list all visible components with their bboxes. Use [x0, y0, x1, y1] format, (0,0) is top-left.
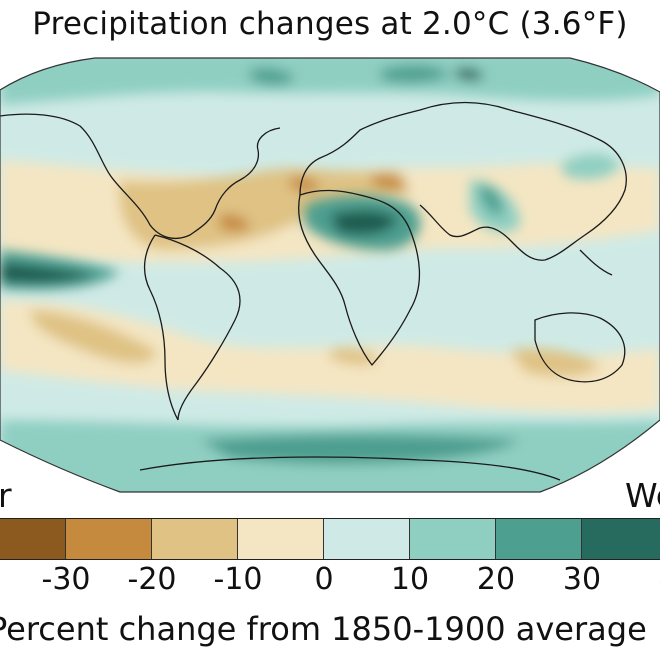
legend-bin-4: [324, 519, 410, 559]
side-label-right: We: [625, 476, 660, 515]
africa-coast: [298, 189, 421, 366]
legend-tick-label: 4: [658, 562, 660, 597]
south-america-west-coast: [143, 234, 179, 421]
precipitation-map: [0, 57, 660, 493]
legend-tick-label: 0: [314, 562, 334, 597]
australia-coast: [534, 312, 626, 383]
antarctica-coast: [139, 456, 561, 481]
legend-tick-label: -30: [41, 562, 91, 597]
legend-bin-7: [582, 519, 660, 559]
legend-bin-3: [238, 519, 324, 559]
eurasia-coast: [299, 101, 627, 261]
side-label-left: r: [0, 476, 12, 515]
legend-bin-2: [152, 519, 238, 559]
legend-tick-label: -20: [127, 562, 177, 597]
legend-colorbar: [0, 518, 660, 560]
north-america-coast: [0, 113, 281, 239]
legend-tick-label: 30: [562, 562, 602, 597]
maritime-islands: [579, 249, 613, 276]
legend-tick-label: 20: [476, 562, 516, 597]
legend-bin-5: [410, 519, 496, 559]
map-border: [0, 57, 660, 493]
south-america-coast: [154, 234, 241, 421]
legend-bin-6: [496, 519, 582, 559]
legend-tick-label: 10: [390, 562, 430, 597]
legend-bin-0: [0, 519, 66, 559]
coastlines: [0, 101, 627, 481]
wet-regions: [0, 58, 660, 492]
legend-tick-label: -10: [213, 562, 263, 597]
legend-bin-1: [66, 519, 152, 559]
map-title: Precipitation changes at 2.0°C (3.6°F): [32, 6, 628, 42]
legend-axis-label: Percent change from 1850-1900 average: [0, 610, 647, 648]
